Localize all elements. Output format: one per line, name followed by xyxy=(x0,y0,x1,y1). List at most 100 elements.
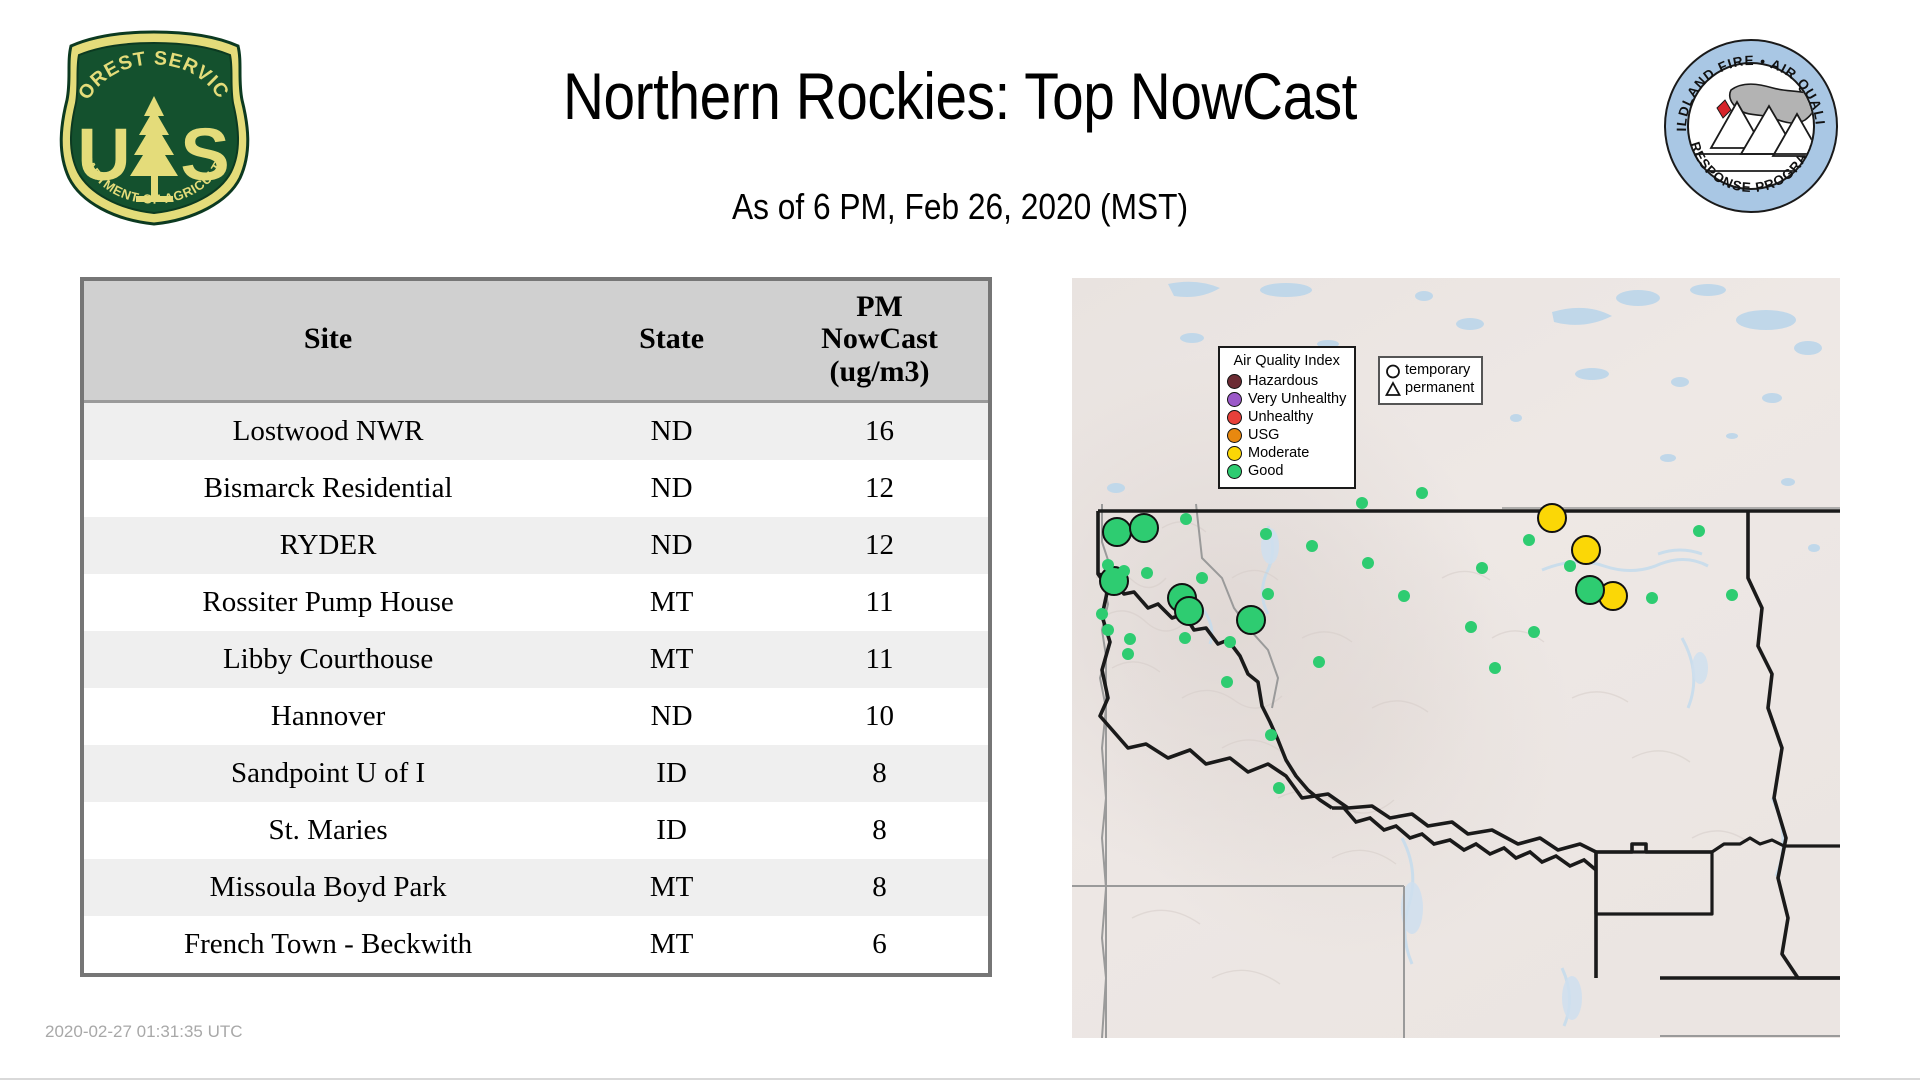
legend-swatch-icon xyxy=(1227,427,1242,443)
cell-site: Rossiter Pump House xyxy=(84,574,573,632)
legend-item-label: Very Unhealthy xyxy=(1248,390,1347,407)
legend-title: Air Quality Index xyxy=(1233,353,1340,369)
cell-state: MT xyxy=(572,859,772,917)
legend-item-unhealthy: Unhealthy xyxy=(1227,409,1346,426)
legend-swatch-icon xyxy=(1227,373,1242,389)
monitor-marker[interactable] xyxy=(1693,525,1705,537)
monitor-marker[interactable] xyxy=(1141,567,1153,579)
monitor-marker[interactable] xyxy=(1221,676,1233,688)
monitor-marker[interactable] xyxy=(1306,540,1318,552)
legend-item-label: Good xyxy=(1248,462,1284,479)
cell-pm: 6 xyxy=(771,916,988,974)
monitor-marker[interactable] xyxy=(1465,621,1477,633)
monitor-marker[interactable] xyxy=(1224,636,1236,648)
legend-temporary-label: temporary xyxy=(1405,362,1471,379)
table-row: Bismarck Residential ND 12 xyxy=(84,460,988,518)
cell-state: ND xyxy=(572,401,772,461)
cell-site: Missoula Boyd Park xyxy=(84,859,573,917)
table-row: Hannover ND 10 xyxy=(84,688,988,746)
monitor-marker[interactable] xyxy=(1196,572,1208,584)
table-row: Sandpoint U of I ID 8 xyxy=(84,745,988,803)
legend-temporary-row: temporary xyxy=(1385,362,1474,380)
svg-text:S: S xyxy=(180,113,229,196)
cell-pm: 11 xyxy=(771,574,988,632)
monitor-marker[interactable] xyxy=(1102,559,1114,571)
water-bodies xyxy=(1107,281,1822,552)
table-row: Rossiter Pump House MT 11 xyxy=(84,574,988,632)
column-header-state: State xyxy=(572,281,772,404)
monitor-marker[interactable] xyxy=(1564,560,1576,572)
table-row: Libby Courthouse MT 11 xyxy=(84,631,988,689)
monitor-marker[interactable] xyxy=(1726,589,1738,601)
table-row: St. Maries ID 8 xyxy=(84,802,988,860)
table-header-row: Site State PM NowCast (ug/m3) xyxy=(84,281,988,404)
cell-pm: 11 xyxy=(771,631,988,689)
legend-air-quality-index: Air Quality Index Hazardous Very Unhealth… xyxy=(1218,346,1357,489)
pm-header-line-2: NowCast xyxy=(821,322,938,356)
cell-site: Bismarck Residential xyxy=(84,460,573,518)
legend-item-label: Unhealthy xyxy=(1248,408,1314,425)
monitor-marker[interactable] xyxy=(1537,503,1567,533)
cell-pm: 10 xyxy=(771,688,988,746)
monitor-marker[interactable] xyxy=(1174,596,1204,626)
page-title: Northern Rockies: Top NowCast xyxy=(562,59,1358,133)
monitor-marker[interactable] xyxy=(1102,624,1114,636)
cell-site: French Town - Beckwith xyxy=(84,916,573,974)
monitor-marker[interactable] xyxy=(1356,497,1368,509)
monitor-marker[interactable] xyxy=(1313,656,1325,668)
legend-item-label: Hazardous xyxy=(1248,372,1319,389)
nowcast-table: Site State PM NowCast (ug/m3) Lostwood N… xyxy=(84,281,988,974)
monitor-marker[interactable] xyxy=(1122,648,1134,660)
legend-item-good: Good xyxy=(1227,463,1346,480)
table-row: French Town - Beckwith MT 6 xyxy=(84,916,988,974)
air-quality-map[interactable]: Air Quality Index Hazardous Very Unhealth… xyxy=(1072,278,1840,1038)
cell-pm: 8 xyxy=(771,859,988,917)
monitor-marker[interactable] xyxy=(1571,535,1601,565)
cell-site: Sandpoint U of I xyxy=(84,745,573,803)
monitor-marker[interactable] xyxy=(1416,487,1428,499)
monitor-marker[interactable] xyxy=(1476,562,1488,574)
cell-state: MT xyxy=(572,916,772,974)
monitor-marker[interactable] xyxy=(1096,608,1108,620)
cell-state: MT xyxy=(572,574,772,632)
monitor-marker[interactable] xyxy=(1236,605,1266,635)
monitor-marker[interactable] xyxy=(1179,632,1191,644)
page-subtitle: As of 6 PM, Feb 26, 2020 (MST) xyxy=(731,186,1189,227)
monitor-marker[interactable] xyxy=(1260,528,1272,540)
monitor-marker[interactable] xyxy=(1265,729,1277,741)
cell-pm: 16 xyxy=(771,401,988,461)
monitor-marker[interactable] xyxy=(1575,575,1605,605)
cell-state: MT xyxy=(572,631,772,689)
legend-item-usg: USG xyxy=(1227,427,1346,444)
circle-icon xyxy=(1386,364,1400,378)
cell-site: St. Maries xyxy=(84,802,573,860)
legend-swatch-icon xyxy=(1227,463,1242,479)
monitor-marker[interactable] xyxy=(1489,662,1501,674)
legend-swatch-icon xyxy=(1227,409,1242,425)
cell-site: RYDER xyxy=(84,517,573,575)
monitor-marker[interactable] xyxy=(1129,513,1159,543)
monitor-marker[interactable] xyxy=(1118,565,1130,577)
legend-permanent-label: permanent xyxy=(1405,380,1475,397)
cell-site: Lostwood NWR xyxy=(84,401,573,461)
monitor-marker[interactable] xyxy=(1262,588,1274,600)
monitor-marker[interactable] xyxy=(1273,782,1285,794)
table-header: Site State PM NowCast (ug/m3) xyxy=(84,281,988,404)
monitor-marker[interactable] xyxy=(1362,557,1374,569)
monitor-marker[interactable] xyxy=(1102,517,1132,547)
pm-header-line-1: PM xyxy=(856,290,903,323)
monitor-marker[interactable] xyxy=(1398,590,1410,602)
legend-item-label: Moderate xyxy=(1248,444,1310,461)
cell-pm: 8 xyxy=(771,745,988,803)
monitor-marker[interactable] xyxy=(1523,534,1535,546)
generated-timestamp: 2020-02-27 01:31:35 UTC xyxy=(45,1022,243,1041)
monitor-marker[interactable] xyxy=(1646,592,1658,604)
monitor-marker[interactable] xyxy=(1180,513,1192,525)
monitor-marker[interactable] xyxy=(1528,626,1540,638)
column-header-site: Site xyxy=(84,281,573,404)
monitor-marker[interactable] xyxy=(1124,633,1136,645)
table-body: Lostwood NWR ND 16 Bismarck Residential ND 12… xyxy=(84,401,988,974)
state-boundaries xyxy=(1096,509,1840,980)
cell-site: Hannover xyxy=(84,688,573,746)
